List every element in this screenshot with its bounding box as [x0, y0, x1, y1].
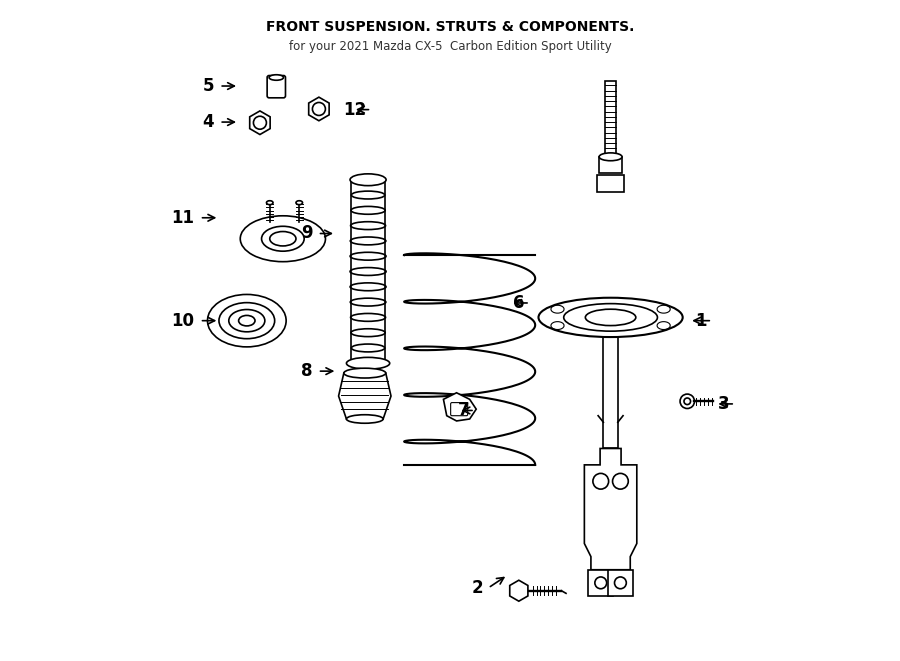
Bar	[599, 157, 622, 173]
Ellipse shape	[585, 309, 635, 326]
Polygon shape	[589, 570, 613, 596]
Circle shape	[595, 577, 607, 589]
Bar	[597, 175, 625, 192]
Ellipse shape	[350, 174, 386, 186]
Text: 9: 9	[301, 225, 312, 243]
Ellipse shape	[240, 215, 326, 262]
Ellipse shape	[270, 231, 296, 246]
Ellipse shape	[684, 398, 690, 405]
FancyBboxPatch shape	[267, 75, 285, 98]
Ellipse shape	[238, 315, 255, 326]
Ellipse shape	[229, 309, 265, 332]
Ellipse shape	[266, 201, 273, 205]
Bar	[606, 81, 616, 157]
Ellipse shape	[208, 294, 286, 347]
Circle shape	[254, 116, 266, 129]
Ellipse shape	[219, 303, 274, 338]
Ellipse shape	[296, 201, 302, 205]
Text: 12: 12	[343, 100, 366, 118]
Polygon shape	[608, 570, 633, 596]
Text: 2: 2	[471, 579, 482, 597]
Polygon shape	[249, 111, 270, 135]
Circle shape	[615, 577, 626, 589]
Ellipse shape	[538, 297, 683, 337]
Circle shape	[613, 473, 628, 489]
Ellipse shape	[262, 226, 304, 251]
Text: 4: 4	[202, 113, 214, 131]
Bar	[603, 324, 617, 448]
Polygon shape	[584, 448, 637, 570]
Text: 8: 8	[301, 362, 312, 380]
Polygon shape	[338, 373, 391, 419]
FancyBboxPatch shape	[451, 403, 468, 416]
Circle shape	[593, 473, 608, 489]
Text: 1: 1	[696, 312, 706, 330]
Text: for your 2021 Mazda CX-5  Carbon Edition Sport Utility: for your 2021 Mazda CX-5 Carbon Edition …	[289, 40, 611, 53]
Ellipse shape	[680, 394, 695, 408]
Polygon shape	[444, 393, 476, 421]
Text: 11: 11	[171, 209, 194, 227]
Text: 5: 5	[202, 77, 214, 95]
Ellipse shape	[269, 75, 284, 80]
Circle shape	[312, 102, 326, 116]
Ellipse shape	[563, 303, 657, 331]
Text: 3: 3	[718, 395, 730, 413]
Ellipse shape	[599, 153, 622, 161]
Text: FRONT SUSPENSION. STRUTS & COMPONENTS.: FRONT SUSPENSION. STRUTS & COMPONENTS.	[266, 20, 634, 34]
Ellipse shape	[344, 368, 386, 378]
Ellipse shape	[346, 358, 390, 369]
Polygon shape	[509, 580, 528, 602]
Text: 7: 7	[458, 401, 470, 420]
Polygon shape	[309, 97, 329, 121]
Ellipse shape	[346, 414, 383, 423]
Text: 6: 6	[513, 294, 525, 312]
Text: 10: 10	[171, 312, 194, 330]
